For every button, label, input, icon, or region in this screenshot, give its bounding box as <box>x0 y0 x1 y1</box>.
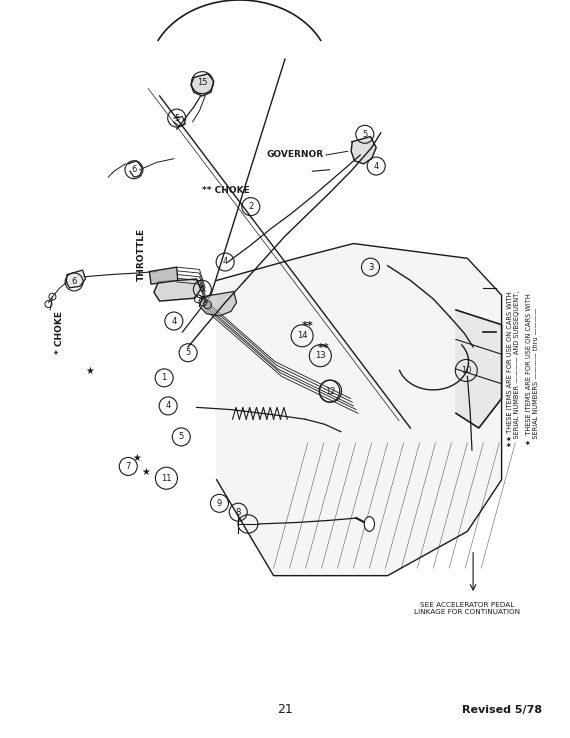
Text: 7: 7 <box>125 462 131 471</box>
Text: 1: 1 <box>161 373 167 382</box>
Text: 6: 6 <box>71 277 77 286</box>
Text: 12: 12 <box>325 387 336 396</box>
Text: GOVERNOR: GOVERNOR <box>267 151 324 159</box>
Text: **: ** <box>302 321 314 331</box>
Polygon shape <box>154 279 201 301</box>
Polygon shape <box>149 267 178 284</box>
Polygon shape <box>351 137 376 164</box>
Text: 15: 15 <box>197 78 207 87</box>
Text: 3: 3 <box>368 263 373 272</box>
Text: 4: 4 <box>165 401 171 410</box>
Text: 5: 5 <box>185 348 191 357</box>
Text: 9: 9 <box>217 499 222 508</box>
Text: ★: ★ <box>86 365 95 376</box>
Polygon shape <box>217 244 502 576</box>
Polygon shape <box>66 270 86 288</box>
Polygon shape <box>200 292 237 316</box>
Text: 4: 4 <box>171 317 177 325</box>
Text: 13: 13 <box>315 351 325 360</box>
Text: 14: 14 <box>297 331 307 340</box>
Text: 21: 21 <box>277 703 293 717</box>
Text: ★★ THESE ITEMS ARE FOR USE ON CARS WITH
    SERIAL NUMBER ———— AND SUBSEQUENT,: ★★ THESE ITEMS ARE FOR USE ON CARS WITH … <box>507 291 519 447</box>
Text: Revised 5/78: Revised 5/78 <box>462 705 542 715</box>
Text: ★: ★ <box>132 452 141 463</box>
Polygon shape <box>191 74 214 96</box>
Text: * CHOKE: * CHOKE <box>55 311 64 354</box>
Text: 4: 4 <box>373 162 379 170</box>
Text: ★: ★ <box>141 467 150 477</box>
Text: SEE ACCELERATOR PEDAL
LINKAGE FOR CONTINUATION: SEE ACCELERATOR PEDAL LINKAGE FOR CONTIN… <box>414 602 520 615</box>
Text: 5: 5 <box>178 432 184 441</box>
Text: ** CHOKE: ** CHOKE <box>202 186 250 195</box>
Text: 4: 4 <box>222 258 228 266</box>
Text: THROTTLE: THROTTLE <box>137 228 146 281</box>
Text: **: ** <box>318 343 329 354</box>
Text: 8: 8 <box>235 508 241 517</box>
Text: 5: 5 <box>174 114 180 123</box>
Text: 2: 2 <box>248 202 254 211</box>
Polygon shape <box>456 310 502 428</box>
Ellipse shape <box>364 517 374 531</box>
Text: 5: 5 <box>200 285 205 294</box>
Text: 5: 5 <box>362 130 368 139</box>
Text: 11: 11 <box>161 474 172 483</box>
Text: ★  THESE ITEMS ARE FOR USE ON CARS WITH
   SERIAL NUMBERS ———— thru ————: ★ THESE ITEMS ARE FOR USE ON CARS WITH S… <box>527 293 539 445</box>
Text: 6: 6 <box>131 165 137 174</box>
Text: 10: 10 <box>461 366 471 375</box>
